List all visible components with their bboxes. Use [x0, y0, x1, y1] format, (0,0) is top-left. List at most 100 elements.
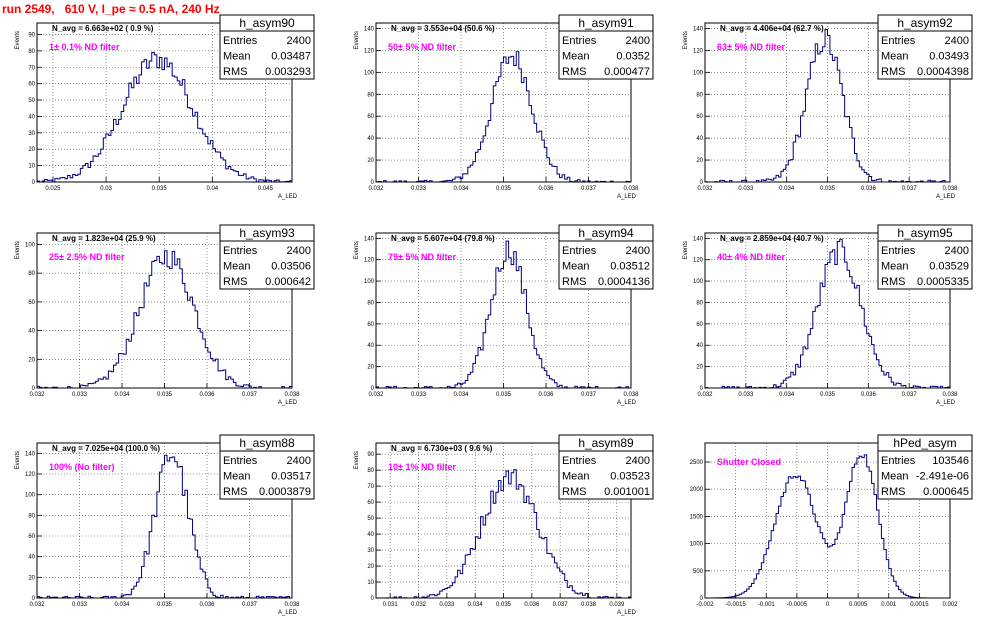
stats-entries-label: Entries	[562, 245, 597, 257]
x-tick-label: 0.034	[114, 392, 130, 398]
navg-label: N_avg = 3.553e+04 (50.6 %)	[391, 24, 495, 33]
y-tick-label: 40	[367, 136, 374, 142]
stats-mean-value: -2.491e-06	[916, 471, 969, 483]
filter-label: 63± 5% ND filter	[717, 42, 785, 52]
x-tick-label: 0.037	[581, 392, 597, 398]
y-tick-label: 60	[28, 82, 35, 88]
histogram-series	[376, 469, 631, 599]
y-tick-label: 100	[25, 242, 36, 248]
stats-title: h_asym91	[578, 16, 634, 30]
x-tick-label: 0.033	[72, 392, 88, 398]
stats-entries-label: Entries	[223, 35, 258, 47]
stats-rms-label: RMS	[562, 276, 586, 288]
stats-mean-value: 0.03517	[271, 471, 311, 483]
stats-entries-label: Entries	[881, 455, 916, 467]
filter-label: 100% (No filter)	[49, 462, 115, 472]
stats-entries-value: 103546	[932, 455, 969, 467]
stats-entries-value: 2400	[945, 35, 969, 47]
x-axis-label: A_LED	[936, 194, 956, 200]
y-tick-label: 80	[367, 468, 374, 474]
x-tick-label: 0.0015	[910, 602, 929, 608]
y-tick-label: 10	[367, 580, 374, 586]
filter-label: 79± 5% ND filter	[388, 252, 456, 262]
stats-rms-label: RMS	[562, 486, 586, 498]
y-tick-label: 80	[367, 92, 374, 98]
x-tick-label: 0.036	[538, 186, 554, 192]
stats-entries-value: 2400	[287, 35, 311, 47]
x-tick-label: 0.037	[242, 392, 258, 398]
stats-rms-value: 0.000645	[923, 486, 969, 498]
stats-entries-label: Entries	[562, 35, 597, 47]
y-tick-label: 80	[28, 49, 35, 55]
x-tick-label: 0.034	[779, 392, 795, 398]
y-axis-label: Events	[683, 241, 689, 259]
x-tick-label: 0.034	[453, 186, 469, 192]
y-tick-label: 140	[693, 236, 704, 242]
stats-mean-label: Mean	[881, 51, 909, 63]
stats-mean-label: Mean	[223, 261, 251, 273]
x-tick-label: 0.033	[72, 602, 88, 608]
y-tick-label: 80	[28, 513, 35, 519]
y-tick-label: 0	[32, 596, 36, 602]
x-tick-label: 0.032	[368, 186, 384, 192]
x-tick-label: 0.034	[114, 602, 130, 608]
stats-mean-label: Mean	[881, 471, 909, 483]
stats-title: h_asym92	[897, 16, 953, 30]
y-tick-label: 140	[364, 236, 375, 242]
histogram-panel-h_asym94: 0.032 0.033 0.034 0.035 0.036 0.037 0.038 0 20 40…	[354, 224, 654, 406]
histogram-series	[375, 51, 631, 183]
y-tick-label: 0	[700, 180, 704, 186]
x-tick-label: 0.033	[738, 186, 754, 192]
filter-label: 10± 1% ND filter	[388, 462, 456, 472]
y-tick-label: 120	[693, 48, 704, 54]
stats-rms-label: RMS	[881, 66, 905, 78]
x-tick-label: 0.036	[199, 392, 215, 398]
x-tick-label: 0.035	[496, 186, 512, 192]
y-tick-label: 0	[371, 596, 375, 602]
y-tick-label: 50	[367, 516, 374, 522]
y-tick-label: 90	[367, 452, 374, 458]
y-tick-label: 80	[367, 300, 374, 306]
y-tick-label: 20	[367, 365, 374, 371]
stats-entries-label: Entries	[223, 245, 258, 257]
y-tick-label: 2000	[690, 487, 704, 493]
y-tick-label: 140	[693, 26, 704, 32]
y-tick-label: 140	[25, 451, 36, 457]
x-tick-label: 0.036	[861, 392, 877, 398]
histogram-panel-h_asym89: 0.031 0.032 0.033 0.034 0.035 0.036 0.037 0.038…	[354, 434, 654, 616]
x-tick-label: 0	[826, 602, 830, 608]
x-tick-label: 0.037	[581, 186, 597, 192]
y-tick-label: 0	[371, 180, 375, 186]
x-tick-label: 0.033	[411, 186, 427, 192]
histogram-series	[36, 51, 292, 183]
x-tick-label: 0.038	[623, 186, 639, 192]
histogram-panel-h_asym92: 0.032 0.033 0.034 0.035 0.036 0.037 0.038 0 20 40…	[683, 14, 973, 200]
y-axis-label: Events	[354, 451, 360, 469]
navg-label: N_avg = 5.607e+04 (79.8 %)	[391, 234, 495, 243]
plot-frame	[36, 22, 293, 183]
stats-mean-value: 0.03523	[610, 471, 650, 483]
stats-box	[558, 14, 654, 80]
y-tick-label: 60	[367, 500, 374, 506]
x-tick-label: 0.038	[284, 602, 300, 608]
y-tick-label: 60	[28, 534, 35, 540]
filter-label: 50± 5% ND filter	[388, 42, 456, 52]
stats-title: h_asym93	[239, 226, 295, 240]
x-tick-label: -0.0005	[787, 602, 808, 608]
x-tick-label: 0.034	[468, 602, 484, 608]
navg-label: N_avg = 2.859e+04 (40.7 %)	[720, 234, 824, 243]
x-tick-label: 0.033	[439, 602, 455, 608]
navg-label: N_avg = 6.730e+03 ( 9.6 %)	[391, 444, 493, 453]
stats-rms-value: 0.0004136	[598, 276, 650, 288]
y-tick-label: 40	[367, 532, 374, 538]
stats-entries-label: Entries	[881, 245, 916, 257]
x-axis-label: A_LED	[278, 194, 298, 200]
y-tick-label: 20	[28, 147, 35, 153]
x-tick-label: 0.038	[942, 186, 958, 192]
x-tick-label: 0.038	[623, 392, 639, 398]
x-tick-label: 0.032	[29, 602, 45, 608]
y-tick-label: 20	[28, 357, 35, 363]
y-tick-label: 80	[28, 271, 35, 277]
x-tick-label: 0.037	[902, 392, 918, 398]
filter-label: 1± 0.1% ND filter	[49, 42, 120, 52]
